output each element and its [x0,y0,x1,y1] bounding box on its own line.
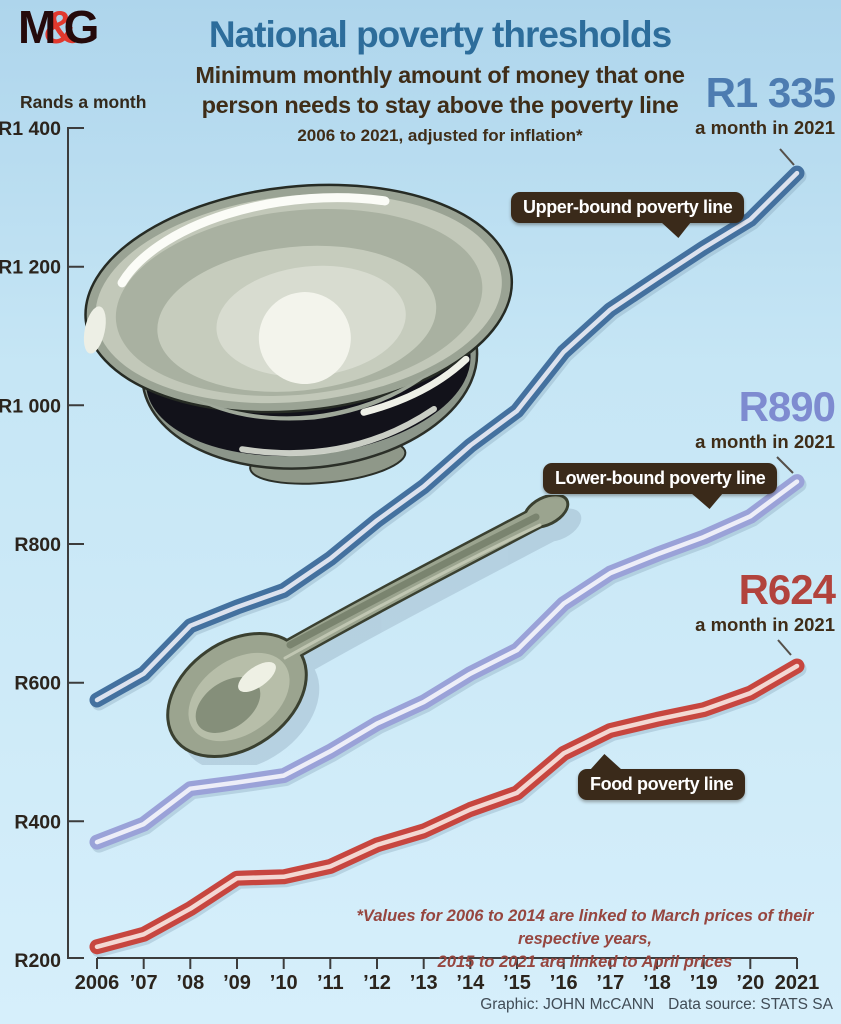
upper-bound-poverty-line [89,165,805,708]
food-2021-callout: R624 a month in 2021 [695,566,836,636]
food-2021-value: R624 [738,566,836,613]
logo-letter-m: M [18,1,56,53]
food-line-label: Food poverty line [578,754,746,800]
y-tick-label: R800 [14,534,61,556]
x-tick-label: 2006 [75,972,120,994]
y-tick-label: R1 400 [0,118,61,140]
x-tick-label: 2021 [775,972,820,994]
logo-letter-g: G [63,1,100,53]
subtitle-line1: Minimum monthly amount of money that one [195,62,685,88]
upper-bound-line-label-text: Upper-bound poverty line [523,197,733,217]
footnote-line2: 2015 to 2021 are linked to April prices [437,953,733,971]
bowl-rim-highlight-right [360,355,470,416]
upper-bound-line-label: Upper-bound poverty line [511,192,745,238]
x-tick-label: ’18 [643,972,671,994]
lower-bound-line-label: Lower-bound poverty line [543,463,778,509]
bowl-illustration [83,183,514,485]
food-callout-connector [777,639,792,656]
x-tick-label: ’11 [317,972,344,994]
bowl-underside-highlight [239,405,437,457]
y-tick-label: R600 [14,673,61,695]
lower-callout-connector [776,456,794,474]
food-line-label-text: Food poverty line [590,774,734,794]
y-tick-label: R1 200 [0,257,61,279]
upper-bound-2021-value: R1 335 [705,69,836,116]
x-tick-label: ’09 [223,972,251,994]
bowl-rim-highlight [117,193,390,288]
logo-ampersand: & [43,1,76,53]
y-axis [67,127,84,959]
bowl-left-fleck [83,306,106,354]
y-tick-label: R200 [14,950,61,972]
bowl-highlight-center [258,292,351,385]
credits: Graphic: JOHN McCANN Data source: STATS S… [480,996,833,1014]
y-axis-title: Rands a month [20,92,147,112]
food-poverty-line [89,658,805,955]
spoon-illustration [166,495,582,765]
x-tick-label: ’08 [176,972,204,994]
footnote: *Values for 2006 to 2014 are linked to M… [330,905,840,974]
x-tick-label: ’13 [410,972,438,994]
x-tick-label: ’19 [690,972,718,994]
lower-bound-poverty-line [89,474,805,850]
x-tick-label: ’16 [550,972,578,994]
lower-bound-2021-value: R890 [738,383,836,430]
credit-source: Data source: STATS SA [668,996,833,1013]
food-2021-caption: a month in 2021 [695,614,835,635]
y-tick-label: R1 000 [0,395,61,417]
page-title: National poverty thresholds [208,14,672,55]
x-tick-label: ’17 [596,972,624,994]
lower-bound-2021-caption: a month in 2021 [695,431,835,452]
period-note: 2006 to 2021, adjusted for inflation* [297,126,583,145]
credit-graphic: Graphic: JOHN McCANN [480,996,655,1013]
upper-bound-2021-caption: a month in 2021 [695,117,835,138]
upper-bound-2021-callout: R1 335 a month in 2021 [695,69,836,139]
x-tick-label: ’15 [503,972,531,994]
x-tick-label: ’07 [130,972,158,994]
x-axis [96,957,798,969]
x-tick-label: ’12 [363,972,391,994]
x-tick-label: ’14 [456,972,485,994]
subtitle-line2: person needs to stay above the poverty l… [201,92,679,118]
subtitle: Minimum monthly amount of money that one… [140,60,740,120]
upper-callout-connector [779,148,795,166]
lower-bound-line-label-text: Lower-bound poverty line [555,468,766,488]
y-tick-label: R400 [14,811,61,833]
lower-bound-2021-callout: R890 a month in 2021 [695,383,836,453]
footnote-line1: *Values for 2006 to 2014 are linked to M… [356,907,814,948]
x-tick-label: ’10 [270,972,298,994]
spoon-body [166,495,570,759]
x-tick-label: ’20 [736,972,764,994]
mg-logo: M&G [18,1,100,53]
